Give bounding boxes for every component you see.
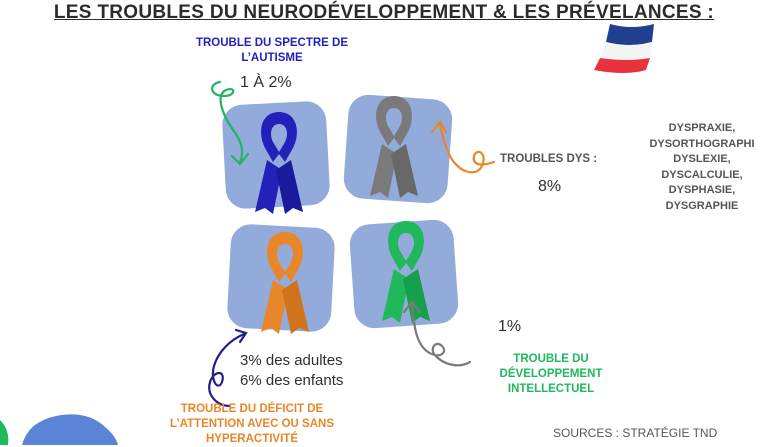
dys-item: DYSLEXIE, [673,153,731,165]
autism-label-line1: TROUBLE DU SPECTRE DE [195,37,349,49]
dys-item: DYSORTHOGRAPHI [649,137,755,150]
intellectual-value: 1% [498,318,522,335]
blue-ribbon-icon [255,112,303,214]
intellectual-label-line1: TROUBLE DU [513,353,589,365]
intellectual-label-line2: DÉVELOPPEMENT [499,368,603,380]
adhd-label-line2: L’ATTENTION AVEC OU SANS [170,418,334,430]
green-ribbon-icon [382,221,430,323]
adhd-label: TROUBLE DU DÉFICIT DE L’ATTENTION AVEC O… [152,402,352,447]
intellectual-label: TROUBLE DU DÉVELOPPEMENT INTELLECTUEL [480,352,622,397]
autism-label: TROUBLE DU SPECTRE DE L’AUTISME [182,36,362,66]
dys-item: DYSCALCULIE, [661,168,743,181]
orange-ribbon-icon [261,232,309,334]
navy-arrow-icon [208,328,248,408]
autism-label-line2: L’AUTISME [241,52,303,64]
dys-label: TROUBLES DYS : [500,153,598,165]
adhd-value: 3% des adultes 6% des enfants [240,351,343,391]
decorative-leaf-icon [0,414,118,445]
autism-value: 1 À 2% [240,74,292,91]
page-title: LES TROUBLES DU NEURODÉVELOPPEMENT & LES… [53,2,715,23]
orange-arrow-icon [430,120,496,174]
intellectual-label-line3: INTELLECTUEL [507,383,595,395]
sources-text: SOURCES : STRATÉGIE TND [553,426,718,440]
adhd-label-line1: TROUBLE DU DÉFICIT DE [180,403,324,415]
dys-list: DYSPRAXIE, DYSORTHOGRAPHI DYSLEXIE, DYSC… [640,121,764,214]
dys-item: DYSPHASIE, [668,184,736,196]
grey-ribbon-icon [370,96,418,198]
dys-item: DYSGRAPHIE [665,199,739,212]
dys-value: 8% [538,178,562,195]
adhd-value-adults: 3% des adultes [240,352,343,369]
french-flag-icon [594,24,654,73]
adhd-label-line3: HYPERACTIVITÉ [205,433,298,445]
green-arrow-icon [211,80,250,166]
dys-item: DYSPRAXIE, [668,122,736,134]
grey-arrow-icon [402,300,472,367]
adhd-value-children: 6% des enfants [240,372,344,389]
